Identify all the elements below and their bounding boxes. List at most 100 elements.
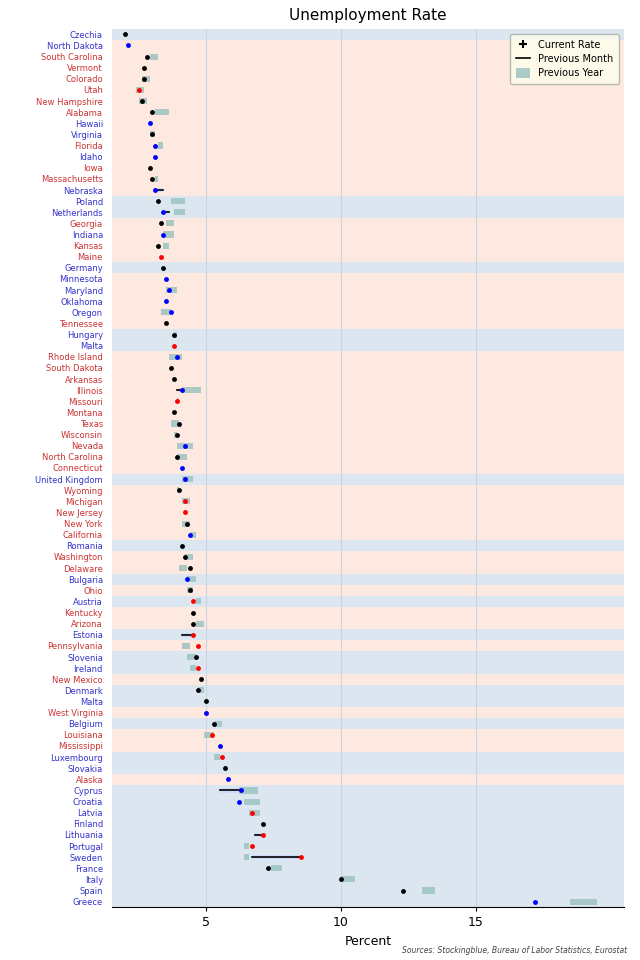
Bar xyxy=(112,485,624,495)
Bar xyxy=(136,87,145,93)
Bar xyxy=(112,730,624,740)
Bar xyxy=(188,588,193,593)
Bar xyxy=(112,596,624,607)
Bar xyxy=(182,498,190,504)
Bar xyxy=(112,841,624,852)
Bar xyxy=(163,231,174,237)
Bar xyxy=(112,618,624,629)
Bar xyxy=(112,696,624,708)
Bar xyxy=(112,40,624,51)
Bar xyxy=(112,674,624,684)
Title: Unemployment Rate: Unemployment Rate xyxy=(289,9,447,23)
Bar xyxy=(244,843,250,849)
Bar xyxy=(112,740,624,752)
Bar xyxy=(112,796,624,807)
Bar xyxy=(112,441,624,451)
Bar xyxy=(112,73,624,84)
Bar xyxy=(214,721,223,727)
Bar xyxy=(112,240,624,252)
Text: Sources: Stockingblue, Bureau of Labor Statistics, Eurostat: Sources: Stockingblue, Bureau of Labor S… xyxy=(402,947,627,955)
Bar xyxy=(177,398,179,404)
Bar xyxy=(112,307,624,318)
Bar xyxy=(112,107,624,118)
Bar xyxy=(155,109,168,115)
Bar xyxy=(155,188,163,192)
Bar xyxy=(112,252,624,262)
Bar xyxy=(112,429,624,441)
Bar xyxy=(112,607,624,618)
Bar xyxy=(158,142,163,149)
Bar xyxy=(112,829,624,841)
Bar xyxy=(182,520,190,527)
Bar xyxy=(179,565,188,571)
Bar xyxy=(112,507,624,518)
Bar xyxy=(112,684,624,696)
Bar xyxy=(112,118,624,129)
Bar xyxy=(112,262,624,274)
Bar xyxy=(239,787,257,794)
Bar xyxy=(188,654,196,660)
Bar xyxy=(112,652,624,662)
Bar xyxy=(177,443,193,449)
Bar xyxy=(112,718,624,730)
Bar xyxy=(155,176,158,182)
Bar xyxy=(177,388,182,393)
Bar xyxy=(112,852,624,863)
Bar xyxy=(112,385,624,396)
Bar xyxy=(112,463,624,473)
Bar xyxy=(163,243,168,249)
Bar xyxy=(112,196,624,206)
Bar xyxy=(112,329,624,340)
Bar xyxy=(112,585,624,596)
Bar xyxy=(112,529,624,540)
Bar xyxy=(168,353,182,360)
Bar xyxy=(190,532,196,538)
Bar xyxy=(150,54,158,60)
Bar xyxy=(255,832,263,837)
Bar xyxy=(196,598,201,605)
Bar xyxy=(112,362,624,373)
Bar xyxy=(244,799,260,804)
Bar xyxy=(112,274,624,284)
Legend: Current Rate, Previous Month, Previous Year: Current Rate, Previous Month, Previous Y… xyxy=(510,34,619,84)
Bar xyxy=(112,218,624,228)
Bar xyxy=(214,754,220,760)
Bar xyxy=(112,551,624,563)
Bar xyxy=(112,818,624,829)
Bar xyxy=(112,708,624,718)
Bar xyxy=(185,554,193,560)
Bar xyxy=(112,451,624,463)
Bar xyxy=(112,318,624,329)
Bar xyxy=(271,865,282,872)
Bar xyxy=(112,762,624,774)
Bar xyxy=(112,284,624,296)
Bar xyxy=(112,774,624,785)
Bar xyxy=(112,84,624,95)
Bar xyxy=(244,854,250,860)
Bar xyxy=(112,351,624,362)
Bar xyxy=(112,518,624,529)
Bar xyxy=(112,807,624,818)
Bar xyxy=(161,309,172,316)
Bar xyxy=(139,98,147,104)
Bar xyxy=(112,174,624,184)
Bar xyxy=(141,76,150,82)
Bar xyxy=(112,418,624,429)
Bar xyxy=(112,495,624,507)
Bar xyxy=(570,899,597,904)
Bar xyxy=(177,454,188,460)
Bar xyxy=(112,874,624,885)
Bar xyxy=(112,662,624,674)
Bar xyxy=(112,473,624,485)
Bar xyxy=(172,198,185,204)
Bar xyxy=(177,487,179,493)
Bar xyxy=(182,643,190,649)
Bar xyxy=(112,296,624,307)
Bar xyxy=(112,162,624,174)
Bar xyxy=(182,476,193,482)
Bar xyxy=(112,574,624,585)
Bar xyxy=(112,752,624,762)
Bar xyxy=(172,420,179,426)
Bar xyxy=(422,887,435,894)
Bar xyxy=(204,732,214,738)
